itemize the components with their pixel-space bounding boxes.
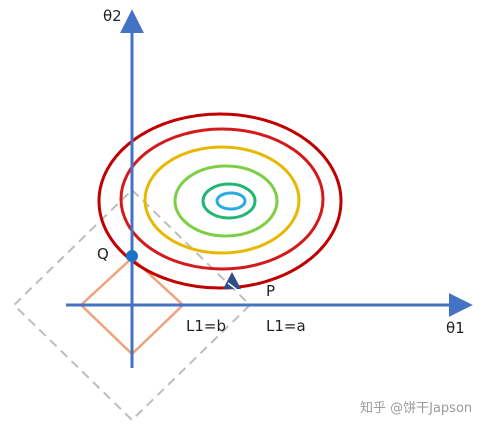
watermark-text: 知乎 @饼干Japson — [360, 400, 472, 416]
y-axis-label: θ2 — [103, 7, 122, 25]
contour-ring-4 — [173, 164, 279, 238]
point-p-marker — [223, 272, 241, 289]
constraint-b-label: L1=b — [186, 317, 226, 335]
point-q-marker — [126, 250, 138, 262]
x-axis-label: θ1 — [446, 319, 465, 337]
loss-contours — [97, 112, 343, 290]
l1-constraint-a-diamond — [12, 188, 252, 422]
point-p-tick — [227, 282, 237, 290]
contour-ring-1 — [97, 112, 343, 290]
point-p-label: P — [266, 282, 275, 300]
point-q-label: Q — [97, 245, 109, 263]
contour-ring-3 — [143, 145, 301, 255]
constraint-a-label: L1=a — [266, 317, 306, 335]
contour-ring-6 — [215, 191, 247, 211]
contour-ring-5 — [201, 182, 257, 220]
contour-ring-2 — [119, 127, 325, 271]
